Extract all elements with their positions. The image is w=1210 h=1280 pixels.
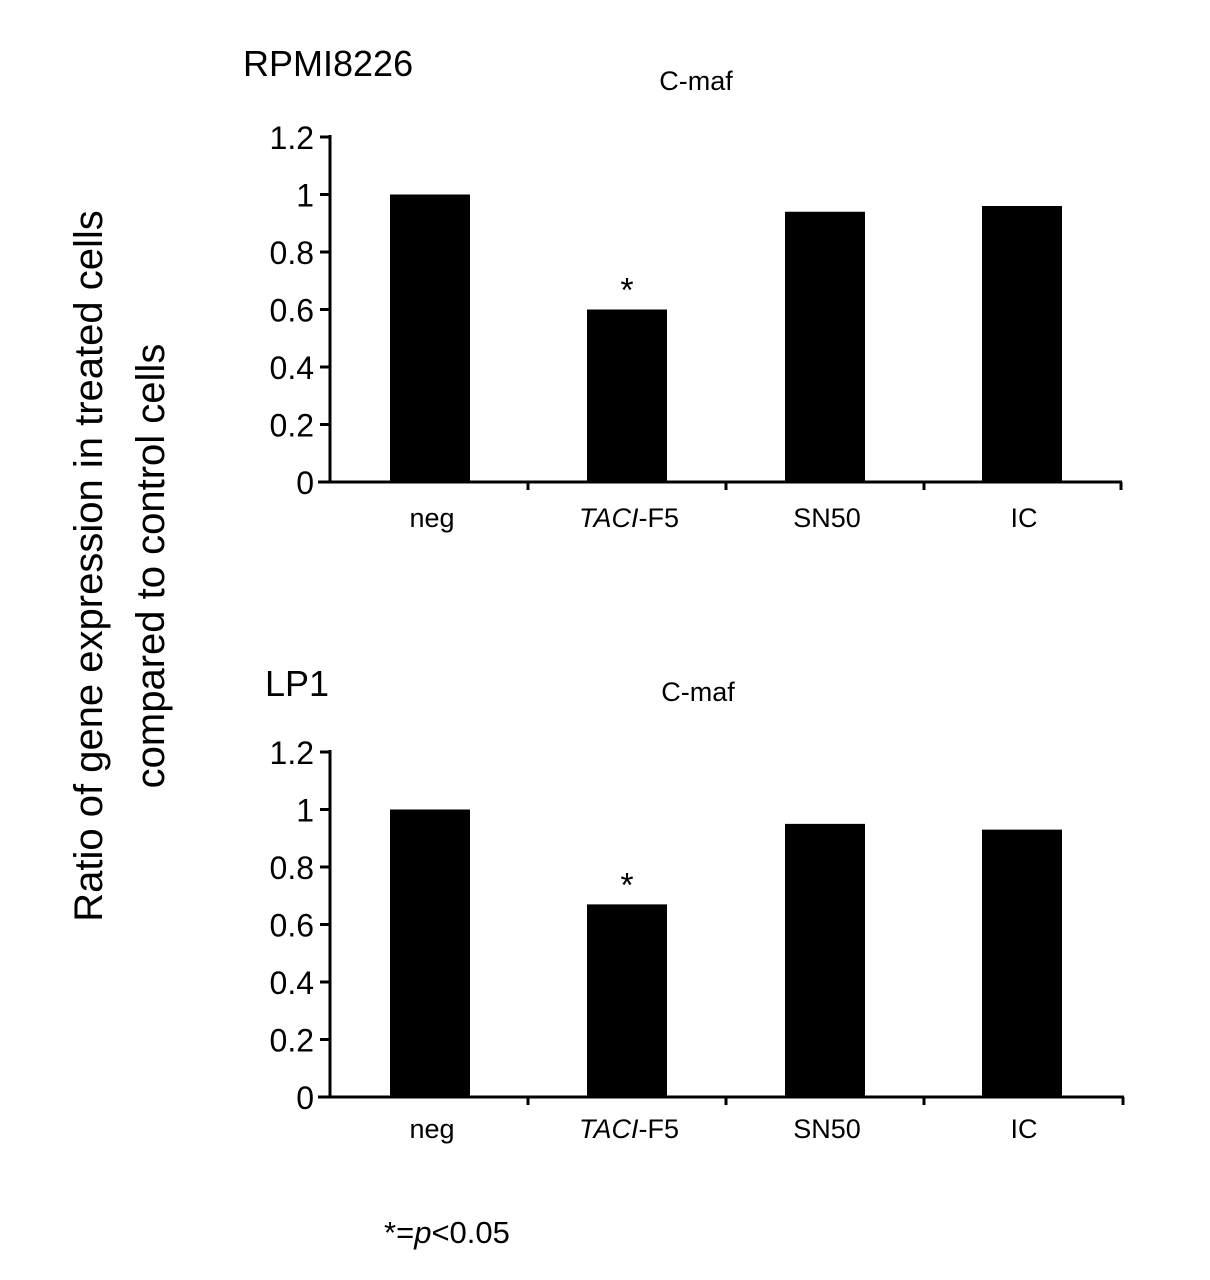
- category-label-text: IC: [1011, 503, 1038, 533]
- significance-footnote: *=p<0.05: [384, 1215, 510, 1250]
- chart-title: C-maf: [659, 66, 733, 96]
- category-label-taci: TACI-F5: [579, 1114, 679, 1144]
- bar-ic: [982, 206, 1062, 482]
- chart-lp1: LP1 C-maf * 0 0.2 0.4 0.6 0.8 1 1.2 neg TACI-F5 SN50…: [265, 663, 1125, 1144]
- category-label-text: neg: [409, 503, 454, 533]
- y-tick-label: 1: [296, 178, 314, 214]
- y-tick-label: 0.2: [270, 1023, 314, 1059]
- chart-title: C-maf: [661, 677, 735, 707]
- category-label-sn50: SN50: [793, 503, 861, 533]
- y-tick-label: 0.8: [270, 850, 314, 886]
- significance-marker: *: [620, 272, 633, 310]
- category-label-taci: TACI-F5: [579, 503, 679, 533]
- category-label-text: IC: [1011, 1114, 1038, 1144]
- bar-sn50: [785, 211, 865, 482]
- category-label-suffix: -F5: [639, 1114, 680, 1144]
- y-tick-label: 0: [296, 1080, 314, 1116]
- category-label-neg: neg: [409, 503, 454, 533]
- y-axis-label-line-1: Ratio of gene expression in treated cell…: [67, 210, 111, 922]
- bar-neg: [390, 194, 470, 482]
- category-label-text: SN50: [793, 1114, 861, 1144]
- y-tick-label: 1.2: [270, 120, 314, 156]
- category-label-neg: neg: [409, 1114, 454, 1144]
- y-tick-label: 1.2: [270, 735, 314, 771]
- bar-neg: [390, 809, 470, 1097]
- y-tick-label: 0.4: [270, 965, 314, 1001]
- footnote-star: *: [384, 1215, 396, 1250]
- footnote-p: p: [413, 1215, 431, 1250]
- bar-taci: [587, 309, 667, 482]
- category-label-italic: TACI: [579, 503, 639, 533]
- y-tick-label: 0.4: [270, 350, 314, 386]
- category-label-text: SN50: [793, 503, 861, 533]
- y-axis-label-line-2: compared to control cells: [129, 344, 173, 789]
- footnote-equals: =: [396, 1215, 414, 1250]
- y-tick-label: 0: [296, 465, 314, 501]
- y-tick-label: 0.2: [270, 408, 314, 444]
- panel-label: RPMI8226: [243, 43, 413, 84]
- chart-rpmi8226: RPMI8226 C-maf * 0 0.2 0.4 0.6 0.8 1 1.2 neg TACI-F…: [243, 43, 1123, 533]
- significance-marker: *: [620, 866, 633, 904]
- bar-ic: [982, 829, 1062, 1097]
- category-label-ic: IC: [1011, 1114, 1038, 1144]
- category-label-ic: IC: [1011, 503, 1038, 533]
- category-label-suffix: -F5: [639, 503, 680, 533]
- y-tick-label: 0.6: [270, 908, 314, 944]
- category-label-italic: TACI: [579, 1114, 639, 1144]
- category-label-text: neg: [409, 1114, 454, 1144]
- bar-taci: [587, 904, 667, 1097]
- y-tick-label: 0.6: [270, 293, 314, 329]
- y-tick-label: 1: [296, 793, 314, 829]
- y-tick-label: 0.8: [270, 235, 314, 271]
- footnote-threshold: <0.05: [431, 1215, 509, 1250]
- panel-label: LP1: [265, 663, 329, 704]
- category-label-sn50: SN50: [793, 1114, 861, 1144]
- bar-sn50: [785, 823, 865, 1097]
